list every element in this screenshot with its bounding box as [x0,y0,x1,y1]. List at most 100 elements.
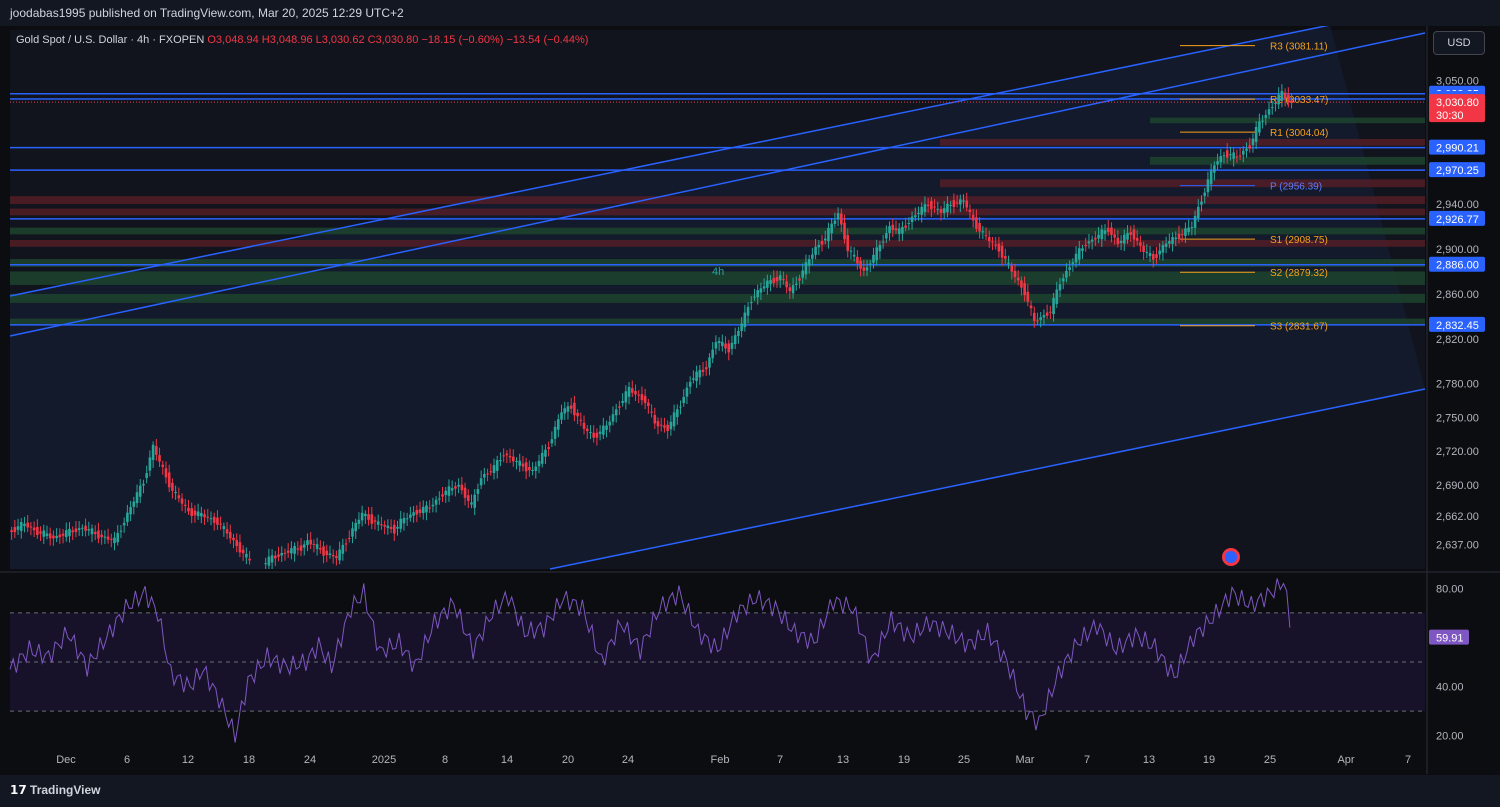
candle-body [245,553,248,558]
candle-body [48,533,52,539]
candle [177,487,181,503]
candle-body [557,419,560,430]
candle [917,206,920,221]
candle [515,457,518,470]
candle [90,524,94,543]
candle-body [1245,148,1248,151]
candle-body [100,534,103,538]
candle-body [875,247,878,261]
candle-body [688,381,692,387]
candle [685,382,689,404]
candle-body [476,489,480,494]
candle [862,260,866,277]
candle [228,524,232,544]
candle [852,247,856,262]
candle [544,444,547,464]
currency-button[interactable]: USD [1433,31,1485,55]
candle-body [926,204,930,207]
level-tag-bg [1429,139,1485,155]
chart-svg[interactable]: R3 (3081.11) R2 (3033.47) R1 (3004.04) P (2… [0,24,1500,774]
candle-body [370,514,374,524]
candle [286,543,290,558]
candle [470,494,473,509]
candle-body [1274,103,1277,105]
candle-body [975,217,978,229]
candle-body [766,280,769,288]
candle-body [23,523,26,527]
candle [913,207,917,222]
zone-demand-1 [10,227,1425,235]
candle [1184,222,1187,243]
candle-body [389,527,393,529]
candle [126,504,129,526]
candle [171,478,174,499]
publisher-bar: joodabas1995 published on TradingView.co… [0,0,1500,26]
candle [737,326,740,344]
candle-body [840,213,843,225]
candle [885,225,888,243]
candle-body [1216,161,1219,165]
candle [499,452,502,467]
candle [807,254,811,274]
candle-body [396,526,399,529]
candle-body [659,424,663,426]
time-tick-label: 6 [124,754,130,766]
candle [846,228,850,258]
candle [605,420,608,438]
candle-body [1055,289,1059,304]
tradingview-logo[interactable]: 𝟭𝟳 TradingView [10,783,101,797]
candle [219,516,222,530]
candle [740,317,743,338]
candle [557,414,560,438]
candle-body [1203,192,1207,196]
level-price-tag: 2,970.25 [1429,162,1485,178]
candle-body [68,528,71,537]
candle-body [347,538,351,540]
candle [100,530,103,545]
candle [1290,93,1293,109]
candle [174,485,177,500]
candle-body [521,463,525,467]
zone-supply-2 [10,239,1425,247]
candle [1287,87,1290,108]
pivot-label-4: S1 (2908.75) [1270,235,1328,246]
candle-body [399,518,403,529]
candle-body [103,536,107,538]
candle-body [1261,120,1264,122]
candle-body [933,206,936,208]
candle-body [579,419,583,421]
candle-body [1061,278,1065,282]
candle [637,390,641,404]
candle [647,398,650,414]
candle [814,238,817,260]
candle-body [171,482,174,491]
candle [1126,225,1129,244]
candle-body [862,267,866,271]
candle-body [1049,311,1052,313]
candle [756,284,759,305]
time-tick-label: 24 [622,754,634,766]
candle [103,530,107,545]
candle-body [994,244,997,246]
candle [492,458,496,480]
candle [614,403,618,423]
zone-supply-6 [10,196,1425,205]
candle-body [158,455,161,462]
candle [688,376,692,395]
candle-body [454,486,457,489]
candle-body [624,391,628,403]
candle-body [981,231,985,233]
candle [1036,312,1039,326]
candle [611,406,615,426]
candle-body [373,520,377,522]
candle-body [885,233,888,239]
candle-body [450,488,454,491]
candle [1020,276,1023,296]
candle-body [589,432,592,434]
channel-mid-line [9,32,1426,337]
candle [531,462,534,476]
candle-body [708,357,711,368]
candle [357,512,361,529]
chart-area[interactable]: R3 (3081.11) R2 (3033.47) R1 (3004.04) P (2… [0,24,1500,774]
candle-body [1023,283,1026,296]
